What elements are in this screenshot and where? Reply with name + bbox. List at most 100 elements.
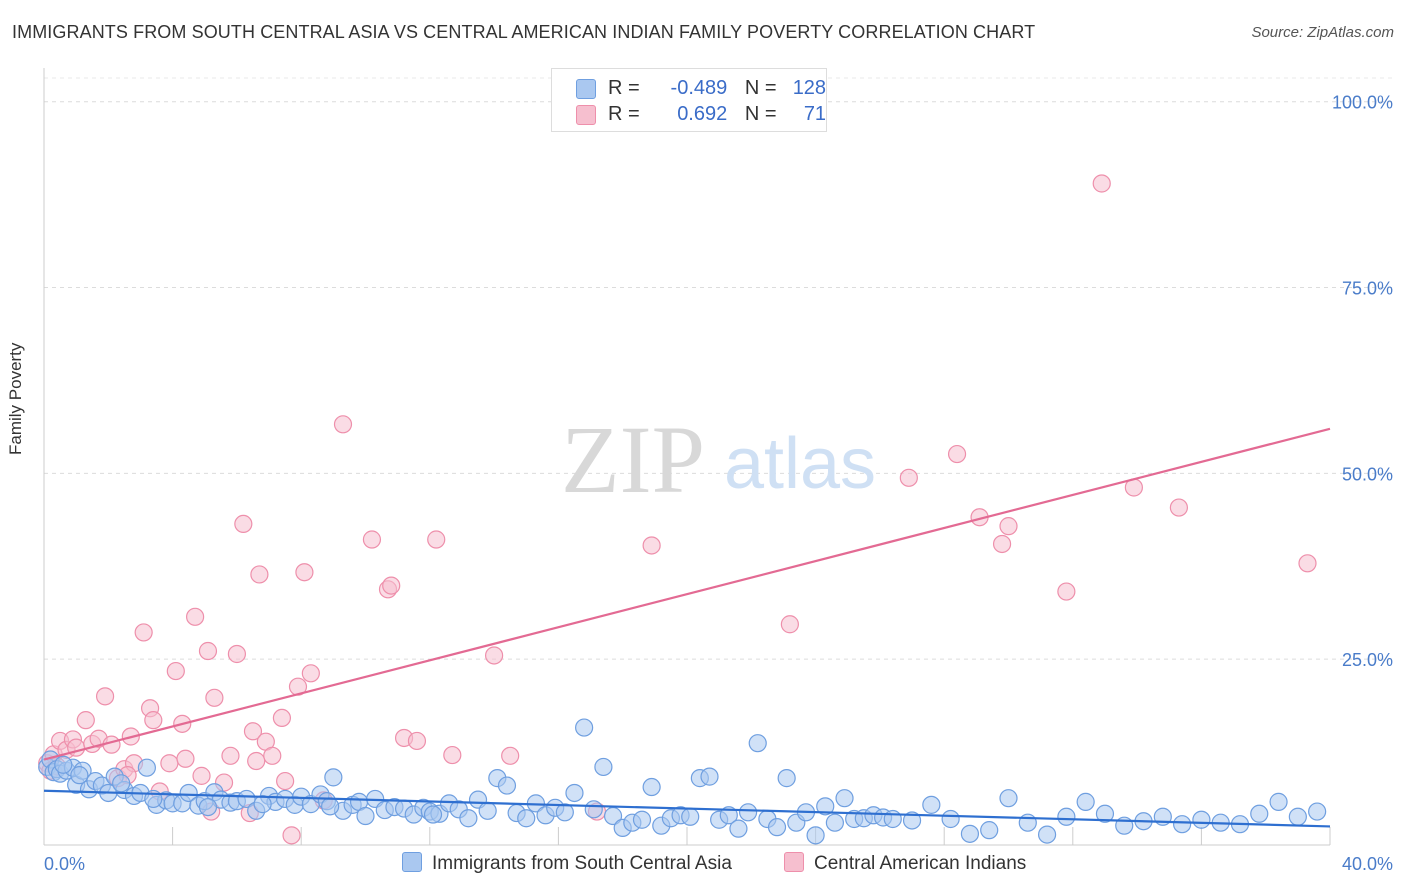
- y-tick-label: 50.0%: [1342, 464, 1393, 484]
- legend-n-label: N =: [744, 103, 777, 125]
- pink-data-point: [382, 576, 401, 595]
- blue-data-point: [941, 809, 960, 829]
- pink-data-point: [234, 514, 253, 534]
- bottom-legend-pink: Central American Indians: [784, 852, 1026, 875]
- blue-data-point: [137, 758, 156, 777]
- legend-r-value: -0.489: [670, 77, 728, 99]
- pink-data-point: [1169, 498, 1188, 517]
- pink-data-point: [295, 563, 314, 582]
- pink-data-point: [992, 534, 1012, 554]
- x-tick-label-min: 0.0%: [44, 854, 85, 874]
- blue-data-point: [1192, 810, 1211, 829]
- blue-data-point: [198, 797, 218, 817]
- pink-data-point: [134, 623, 153, 642]
- bottom-legend-label-pink: Central American Indians: [814, 853, 1027, 874]
- blue-data-point: [478, 801, 497, 820]
- pink-data-point: [443, 745, 462, 765]
- blue-data-point: [237, 789, 256, 809]
- pink-data-point: [160, 754, 179, 773]
- blue-data-point: [517, 809, 536, 828]
- pink-data-point: [205, 688, 224, 707]
- legend-n-value: 71: [803, 103, 827, 125]
- y-tick-label: 75.0%: [1342, 279, 1393, 299]
- blue-data-point: [1288, 807, 1307, 826]
- blue-data-point: [922, 795, 941, 814]
- blue-data-point: [777, 769, 796, 788]
- pink-data-point: [485, 646, 504, 665]
- blue-trend-line: [43, 789, 1331, 828]
- blue-data-point: [1095, 804, 1115, 823]
- pink-data-point: [407, 731, 427, 751]
- pink-data-point: [166, 661, 185, 681]
- pink-data-point: [227, 644, 246, 664]
- pink-data-point: [1298, 554, 1317, 573]
- pink-data-point: [999, 517, 1018, 536]
- pink-data-point: [899, 468, 918, 487]
- pink-data-point: [642, 536, 661, 555]
- blue-data-point: [738, 803, 758, 822]
- blue-data-point: [324, 768, 343, 787]
- blue-series-points: [38, 718, 1327, 845]
- pink-data-point: [263, 746, 282, 765]
- blue-data-point: [825, 813, 844, 832]
- pink-data-point: [1092, 174, 1111, 193]
- watermark-zip: ZIP: [561, 406, 705, 513]
- blue-data-point: [1037, 825, 1057, 844]
- blue-data-point: [594, 757, 613, 777]
- blue-data-point: [806, 826, 825, 845]
- blue-data-point: [729, 819, 748, 838]
- blue-data-point: [321, 797, 340, 816]
- pink-data-point: [362, 530, 382, 549]
- blue-data-point: [1250, 804, 1269, 823]
- blue-data-point: [1173, 815, 1192, 834]
- pink-data-point: [427, 530, 446, 549]
- pink-data-point: [333, 415, 353, 434]
- legend-r-label: R =: [608, 103, 640, 125]
- pink-data-point: [247, 751, 266, 771]
- blue-data-point: [1269, 792, 1288, 811]
- blue-data-point: [767, 818, 787, 837]
- blue-data-point: [459, 809, 478, 828]
- chart-title: IMMIGRANTS FROM SOUTH CENTRAL ASIA VS CE…: [12, 22, 1036, 42]
- y-tick-label: 100.0%: [1332, 93, 1393, 113]
- bottom-legend-swatch-pink: [784, 852, 804, 872]
- pink-data-point: [250, 565, 269, 584]
- watermark: ZIP atlas: [561, 406, 876, 513]
- pink-data-point: [501, 746, 520, 765]
- source-label: Source: ZipAtlas.com: [1251, 24, 1394, 41]
- bottom-legend-swatch-blue: [402, 852, 422, 872]
- y-tick-label: 25.0%: [1342, 650, 1393, 670]
- y-axis-label: Family Poverty: [6, 342, 25, 455]
- blue-data-point: [1018, 813, 1037, 832]
- blue-data-point: [584, 800, 603, 819]
- legend-swatch-blue: [576, 79, 596, 99]
- blue-data-point: [999, 789, 1018, 808]
- pink-data-point: [947, 444, 967, 464]
- blue-data-point: [253, 795, 272, 814]
- blue-data-point: [719, 806, 738, 825]
- grid-lines: [44, 77, 1394, 660]
- legend-n-value: 128: [792, 77, 827, 99]
- blue-data-point: [356, 806, 375, 826]
- blue-data-point: [565, 783, 584, 803]
- legend-r-label: R =: [608, 77, 640, 99]
- pink-data-point: [95, 687, 115, 706]
- blue-data-point: [112, 774, 131, 793]
- pink-data-point: [76, 711, 95, 730]
- pink-data-point: [198, 641, 218, 661]
- pink-data-point: [272, 708, 292, 728]
- blue-data-point: [1057, 807, 1076, 826]
- blue-data-point: [54, 755, 73, 774]
- blue-data-point: [748, 734, 767, 753]
- pink-data-point: [221, 746, 240, 765]
- pink-data-point: [243, 722, 263, 741]
- blue-data-point: [681, 807, 700, 826]
- tick-labels: 25.0% 50.0% 75.0% 100.0% 0.0% 40.0%: [44, 93, 1393, 874]
- pink-data-point: [192, 766, 211, 785]
- blue-data-point: [980, 821, 999, 840]
- blue-data-point: [642, 777, 661, 797]
- stats-legend: R = -0.489 N = 128 R = 0.692 N = 71: [551, 68, 827, 132]
- trend-lines: [43, 427, 1331, 828]
- blue-data-point: [555, 803, 574, 822]
